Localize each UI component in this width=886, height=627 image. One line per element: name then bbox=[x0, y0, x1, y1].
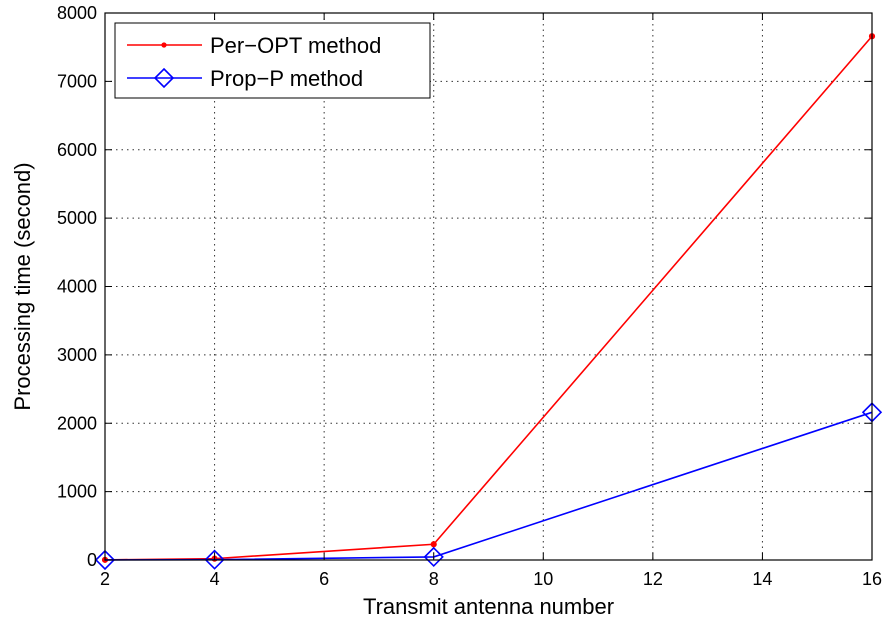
y-tick-label: 2000 bbox=[57, 413, 97, 433]
y-axis-label: Processing time (second) bbox=[10, 162, 35, 410]
data-point-diamond bbox=[94, 549, 116, 571]
series-line-0 bbox=[104, 35, 873, 561]
x-tick-label: 6 bbox=[319, 569, 329, 589]
x-axis-label: Transmit antenna number bbox=[363, 594, 614, 619]
x-tick-label: 12 bbox=[643, 569, 663, 589]
y-tick-label: 7000 bbox=[57, 71, 97, 91]
y-tick-label: 0 bbox=[87, 550, 97, 570]
plot-series bbox=[94, 33, 883, 571]
x-tick-label: 14 bbox=[752, 569, 772, 589]
series-line-1 bbox=[104, 411, 873, 561]
y-tick-label: 6000 bbox=[57, 140, 97, 160]
legend-marker-dot-icon bbox=[161, 42, 167, 48]
legend-entry-prop-p: Prop−P method bbox=[210, 66, 363, 91]
data-point-diamond bbox=[204, 549, 225, 570]
legend-entry-per-opt: Per−OPT method bbox=[210, 33, 381, 58]
data-point-dot bbox=[430, 541, 437, 548]
y-tick-label: 1000 bbox=[57, 482, 97, 502]
x-tick-label: 4 bbox=[210, 569, 220, 589]
legend-box bbox=[114, 22, 431, 99]
y-tick-label: 4000 bbox=[57, 277, 97, 297]
y-tick-label: 5000 bbox=[57, 208, 97, 228]
legend-marker-diamond-icon bbox=[153, 67, 175, 89]
x-tick-label: 10 bbox=[533, 569, 553, 589]
x-tick-label: 16 bbox=[862, 569, 882, 589]
y-tick-label: 3000 bbox=[57, 345, 97, 365]
y-tick-label: 8000 bbox=[57, 3, 97, 23]
data-point-diamond bbox=[423, 546, 444, 568]
x-tick-label: 2 bbox=[100, 569, 110, 589]
axis-ticks: 2 4 6 8 10 12 14 16 0 1000 2000 3000 4000 5000 6000 700… bbox=[57, 3, 882, 589]
legend: Per−OPT method Prop−P method bbox=[114, 22, 431, 99]
x-tick-label: 8 bbox=[429, 569, 439, 589]
